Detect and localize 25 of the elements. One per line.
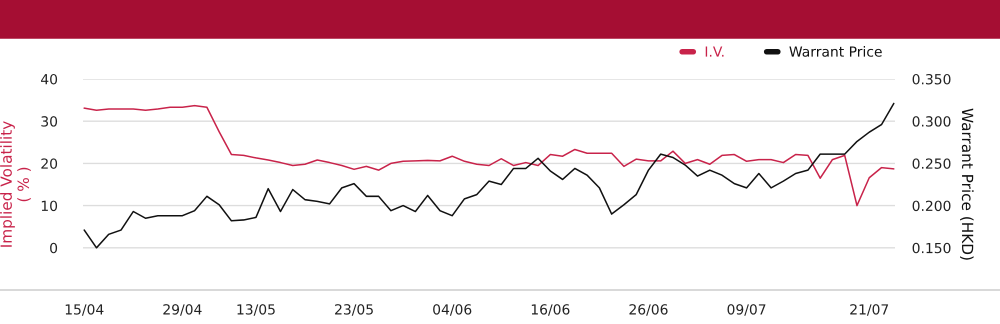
y-axis-title: Implied Volatility ( % ) — [0, 121, 31, 247]
y-tick-label: 10 — [42, 200, 58, 212]
x-tick-label: 29/04 — [163, 304, 202, 316]
y2-tick-label: 0.250 — [912, 158, 951, 169]
legend-label: I.V. — [706, 46, 724, 57]
y2-tick-label: 0.200 — [912, 200, 951, 212]
y2-tick-label: 0.300 — [912, 116, 951, 127]
x-tick-label: 23/05 — [335, 304, 373, 316]
x-tick-label: 21/07 — [850, 304, 888, 316]
line-series — [83, 104, 895, 206]
x-tick-label: 26/06 — [629, 304, 668, 316]
x-tick-label: 04/06 — [433, 304, 472, 316]
x-tick-label: 16/06 — [532, 304, 570, 316]
x-tick-label: 15/04 — [66, 304, 104, 316]
line-series — [83, 102, 895, 249]
y2-tick-label: 0.150 — [912, 242, 951, 254]
y-tick-label: 0 — [50, 242, 58, 254]
y-tick-label: 40 — [41, 74, 58, 84]
y2-tick-label: 0.350 — [912, 74, 951, 84]
y2-axis-title: Warrant Price (HKD) — [960, 108, 974, 260]
y-tick-label: 20 — [41, 158, 58, 169]
x-tick-label: 13/05 — [237, 304, 275, 316]
legend-label: Warrant Price — [789, 46, 882, 57]
y-tick-label: 30 — [41, 116, 58, 127]
x-tick-label: 09/07 — [727, 304, 766, 316]
